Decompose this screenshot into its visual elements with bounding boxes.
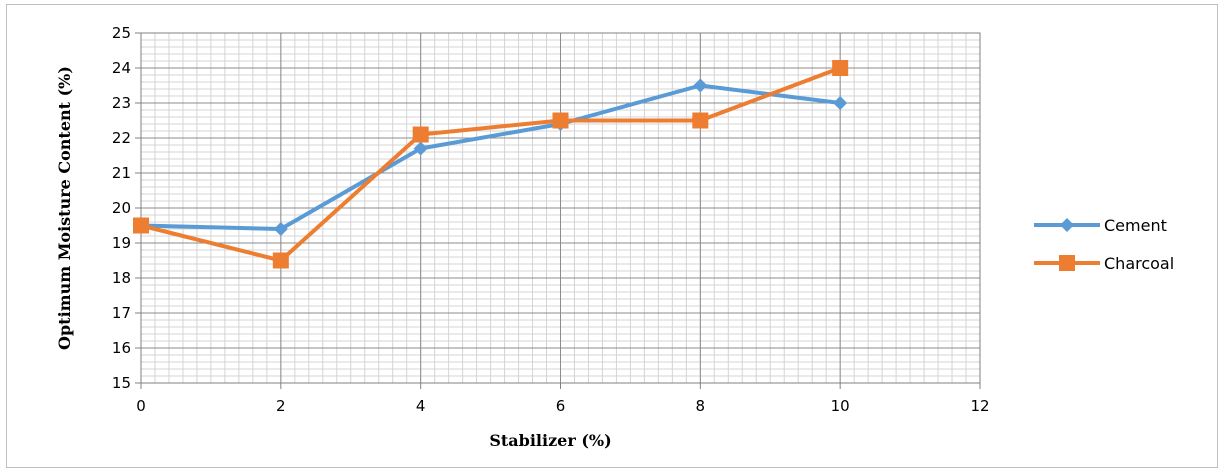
cement-point (273, 222, 288, 236)
charcoal-point (412, 126, 429, 143)
charcoal-line (140, 66, 841, 263)
y-tick-label: 25 (112, 24, 131, 42)
y-tick-label: 15 (112, 374, 131, 392)
series-layer (133, 60, 849, 269)
x-tick-label: 0 (136, 397, 146, 415)
series-charcoal (133, 60, 849, 269)
legend-label-cement: Cement (1104, 216, 1167, 235)
y-axis-title: Optimum Moisture Content (%) (55, 66, 74, 350)
y-tick-label: 23 (112, 94, 131, 112)
legend-marker-cement (1060, 218, 1074, 232)
x-tick-label: 2 (276, 397, 286, 415)
x-axis-title: Stabilizer (%) (489, 431, 611, 450)
x-tick-label: 10 (831, 397, 850, 415)
charcoal-point (133, 217, 149, 234)
cement-point (413, 141, 428, 156)
charcoal-point (272, 252, 289, 269)
x-axis-ticks: 0 2 4 6 8 10 12 (136, 383, 990, 415)
cement-point (833, 96, 848, 110)
cement-point (693, 78, 708, 93)
y-tick-label: 18 (112, 269, 131, 287)
legend-label-charcoal: Charcoal (1104, 254, 1174, 273)
y-tick-label: 20 (112, 199, 131, 217)
x-tick-label: 8 (696, 397, 706, 415)
y-axis-ticks: 15 16 17 18 19 20 21 22 23 24 25 (112, 24, 141, 392)
y-tick-label: 16 (112, 339, 131, 357)
charcoal-point (692, 112, 709, 129)
y-tick-label: 24 (112, 59, 131, 77)
y-tick-label: 17 (112, 304, 131, 322)
x-tick-label: 4 (416, 397, 426, 415)
legend: Cement Charcoal (1034, 216, 1174, 273)
y-tick-label: 22 (112, 129, 131, 147)
cement-line (140, 83, 841, 231)
x-tick-label: 12 (970, 397, 989, 415)
x-tick-label: 6 (556, 397, 566, 415)
charcoal-point (552, 112, 569, 129)
y-tick-label: 19 (112, 234, 131, 252)
legend-marker-charcoal (1059, 255, 1075, 271)
charcoal-point (832, 60, 849, 76)
y-tick-label: 21 (112, 164, 131, 182)
